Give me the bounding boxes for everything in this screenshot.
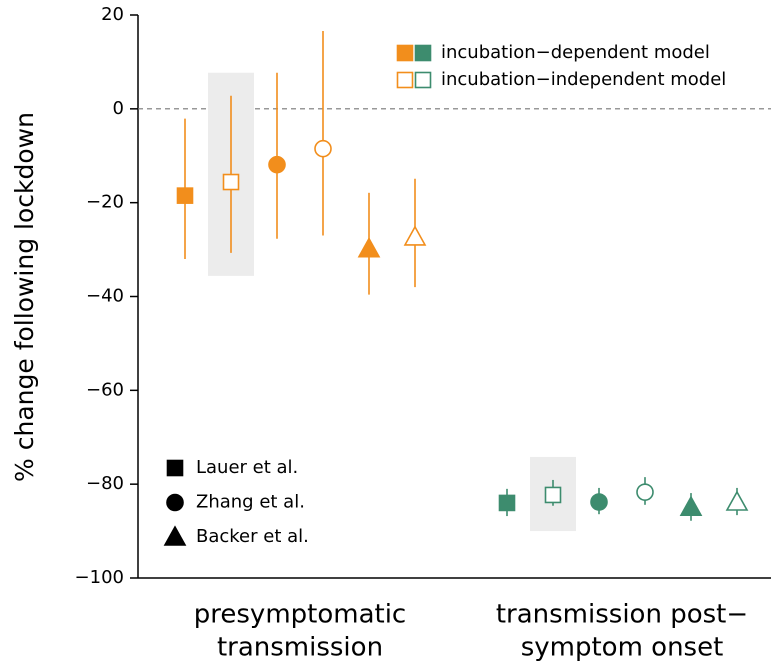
legend-label: Backer et al.: [196, 526, 309, 547]
point: [314, 139, 332, 158]
point: [268, 155, 286, 174]
y-tick-label: −60: [86, 379, 124, 400]
point: [176, 187, 194, 204]
x-category-label: transmission: [217, 633, 383, 663]
legend-marker: [166, 459, 184, 477]
y-tick-label: 0: [113, 98, 124, 119]
y-tick-label: 20: [101, 4, 124, 25]
y-tick-label: −40: [86, 286, 124, 307]
legend-swatch: [414, 44, 432, 62]
point: [498, 494, 516, 512]
legend-marker: [163, 525, 187, 546]
y-tick-label: −80: [86, 473, 124, 494]
legend-label: Lauer et al.: [196, 457, 298, 478]
legend-label: incubation−dependent model: [441, 42, 710, 63]
y-tick-label: −100: [75, 567, 124, 588]
point: [636, 483, 654, 501]
legend-label: Zhang et al.: [196, 492, 305, 513]
legend-swatch: [396, 44, 414, 62]
point: [679, 495, 703, 516]
point: [544, 486, 562, 504]
y-axis-label: % change following lockdown: [10, 112, 39, 482]
x-category-label: presymptomatic: [194, 600, 406, 630]
y-tick-label: −20: [86, 192, 124, 213]
point: [222, 173, 240, 191]
point: [725, 490, 749, 511]
point: [403, 225, 427, 246]
legend-label: incubation−independent model: [441, 69, 726, 90]
point: [357, 236, 381, 258]
x-category-label: transmission post−: [496, 600, 748, 630]
legend-marker: [166, 493, 184, 512]
x-category-label: symptom onset: [521, 633, 724, 663]
point: [590, 493, 608, 511]
legend-swatch: [414, 71, 432, 89]
legend-swatch: [396, 71, 414, 89]
